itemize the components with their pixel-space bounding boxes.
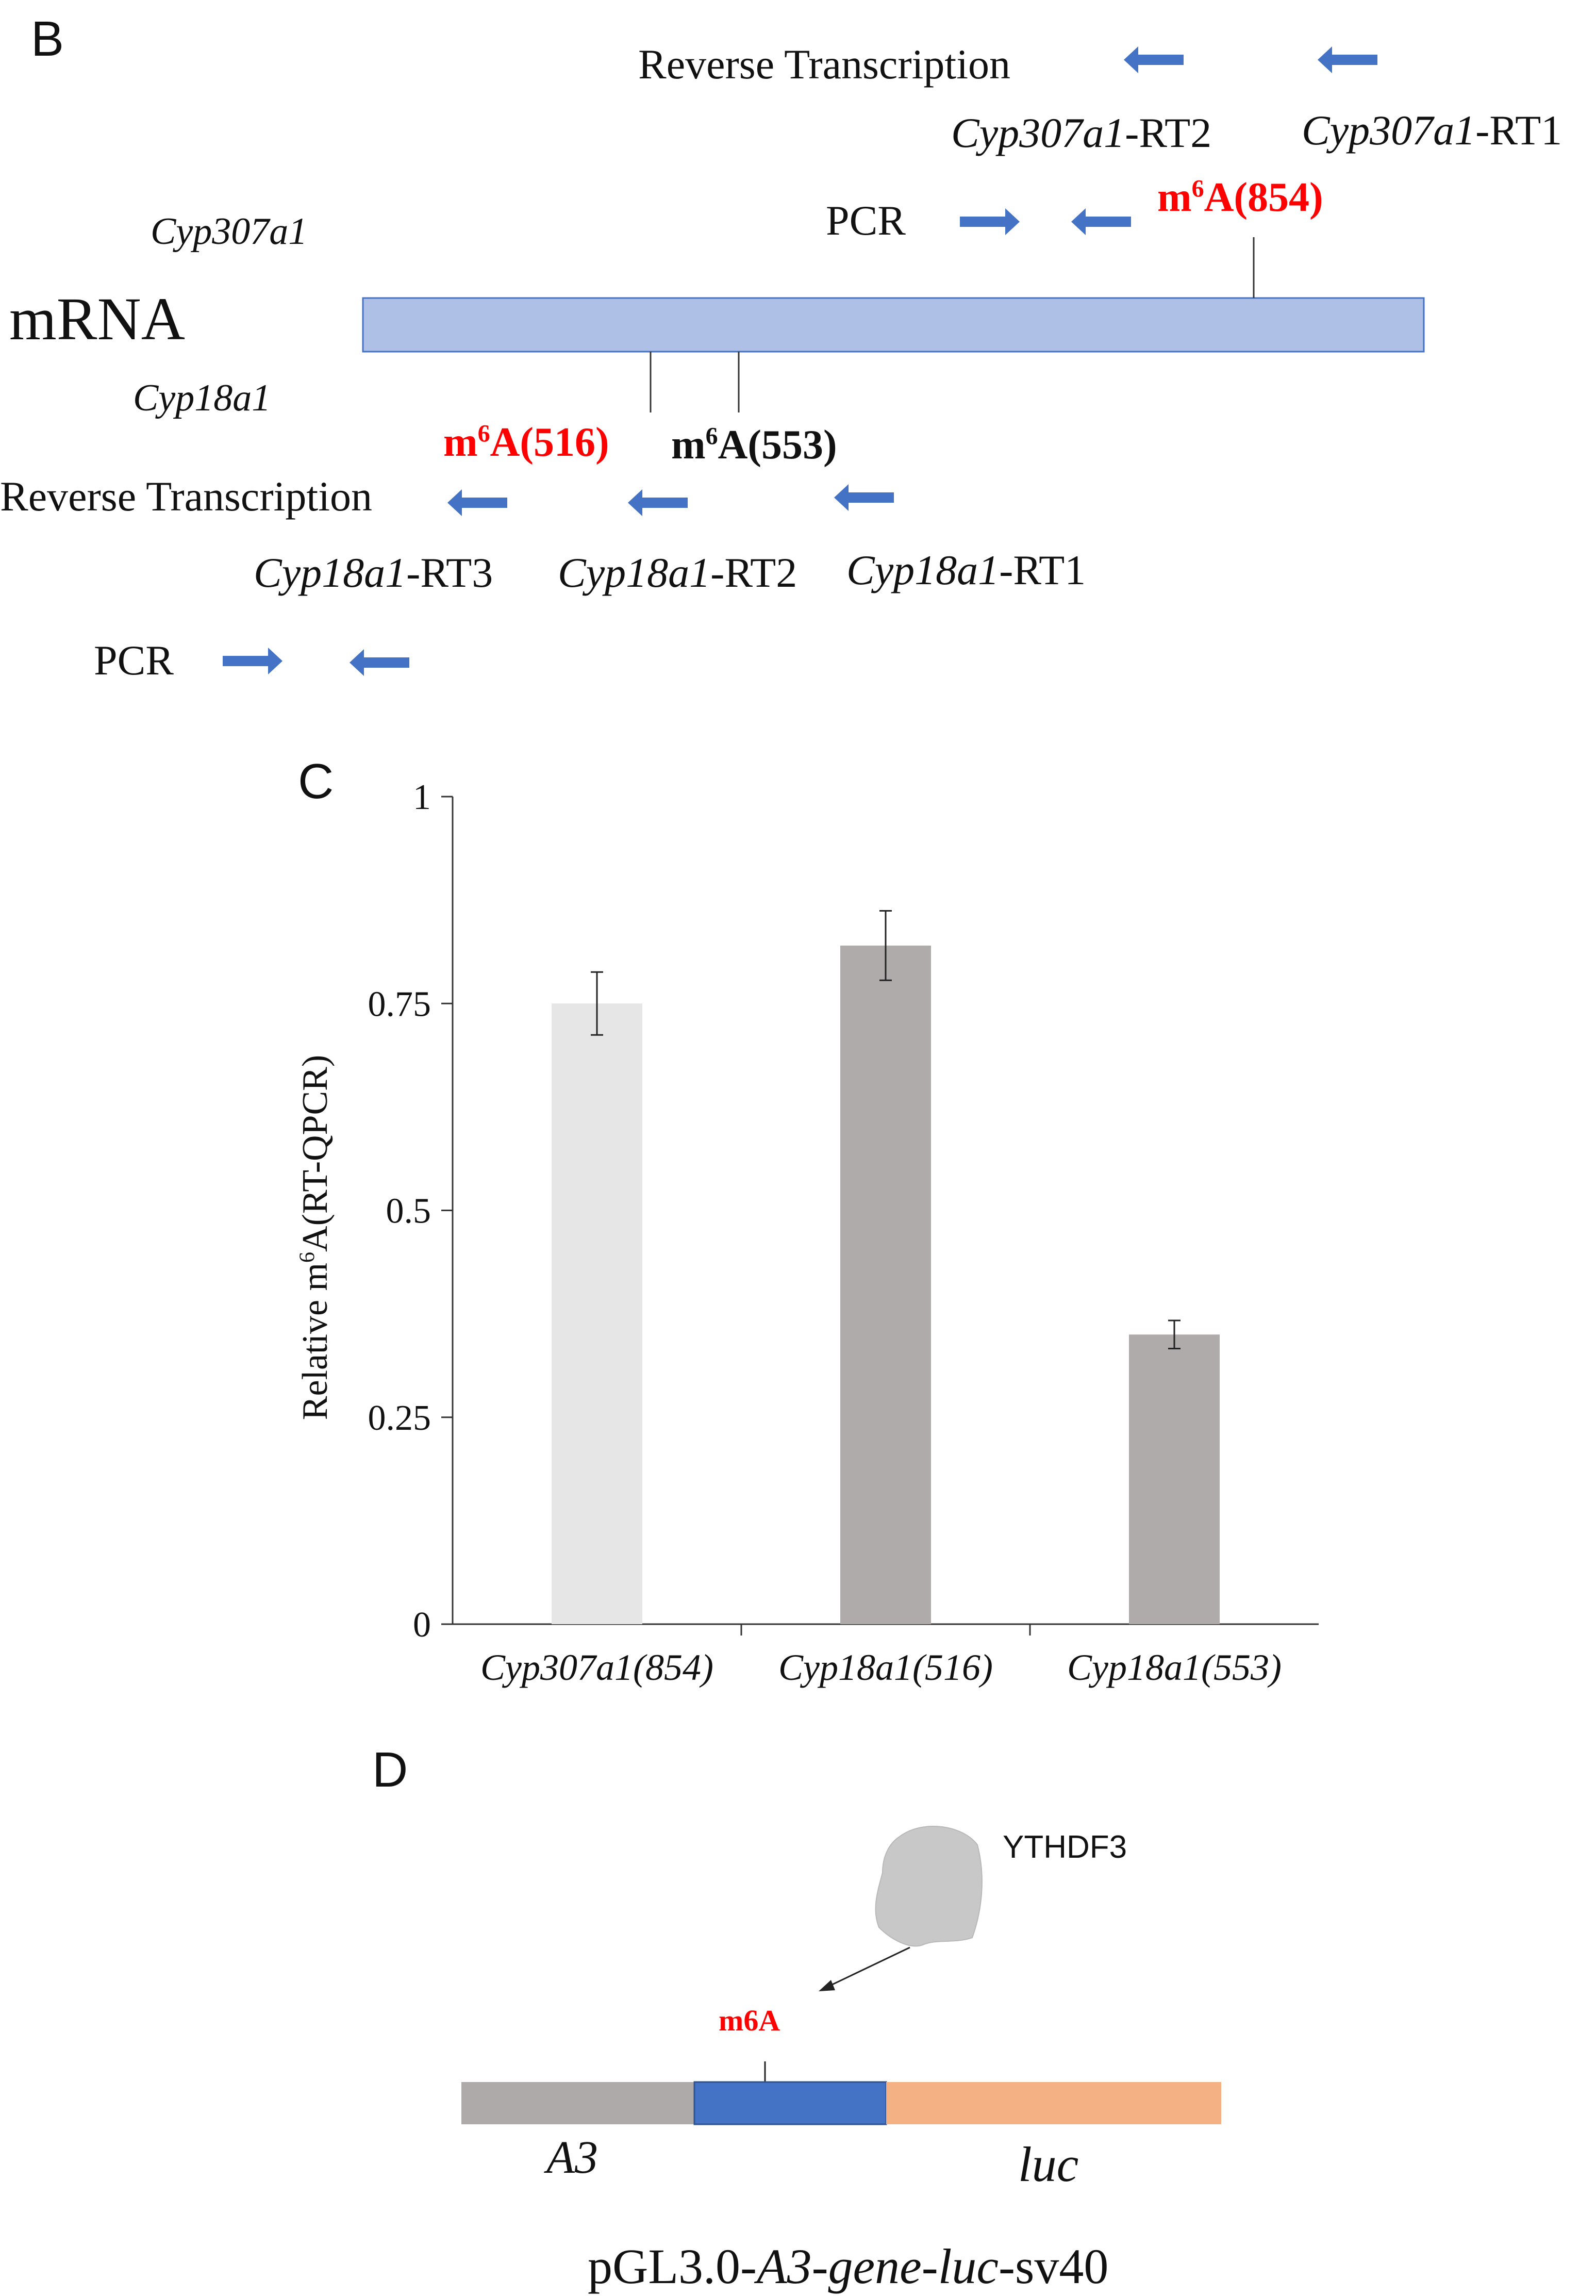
cyp18a1-rt2-suffix: -RT2 [710,549,797,596]
y-tick-label: 0.5 [386,1192,431,1231]
category-label-3: Cyp18a1(553) [1067,1647,1282,1688]
mrna-label: mRNA [9,285,185,353]
a3-label: A3 [546,2132,598,2183]
cyp307a1-rt2-gene: Cyp307a1 [951,109,1125,156]
y-tick-label: 0 [413,1605,431,1645]
cyp307a1-rt2-suffix: -RT2 [1125,109,1212,156]
cyp18a1-rt3-suffix: -RT3 [406,549,493,596]
y-tick-label: 0.75 [368,984,431,1024]
m6a-553-sup: 6 [705,422,718,450]
m6a-854-m: m [1157,175,1192,220]
bar-chart: 0 0.25 0.5 0.75 1 Cyp307a1(854) Cyp18a1(516) Cy… [368,778,1319,1688]
cyp18a1-rt3-gene: Cyp18a1 [254,549,407,596]
cyp18a1-rt2-label: Cyp18a1-RT2 [558,552,797,594]
m6a-854-label: m6A(854) [1157,175,1323,220]
panel-d-letter: D [372,1742,408,1797]
category-label-1: Cyp307a1(854) [480,1647,713,1688]
bar-1 [552,1003,642,1624]
y-tick-label: 1 [413,778,431,817]
construct-pre: pGL3.0- [588,2239,757,2294]
bar-3 [1129,1334,1220,1624]
cyp18a1-rt3-label: Cyp18a1-RT3 [254,552,493,594]
bar-2 [840,945,931,1624]
rt-label-top: Reverse Transcription [638,41,1010,88]
panel-b-letter: B [31,11,64,67]
pcr-label-bottom: PCR [94,637,174,684]
cyp307a1-rt1-suffix: -RT1 [1475,107,1562,154]
cyp307a1-rt1-label: Cyp307a1-RT1 [1302,109,1562,152]
m6a-553-label: m6A(553) [671,424,837,466]
cyp18a1-rt1-gene: Cyp18a1 [846,547,1000,593]
category-label-2: Cyp18a1(516) [778,1647,993,1688]
mrna-bar [362,297,1425,353]
binding-arrow-line [828,1946,910,1987]
m6a-553-m: m [671,422,706,468]
y-tick-label: 0.25 [368,1398,431,1438]
m6a-854-sup: 6 [1191,175,1204,203]
luc-segment [886,2082,1221,2124]
panel-c-letter: C [298,754,334,809]
m6a-site-label: m6A [719,2004,780,2037]
m6a-516-m: m [443,420,478,465]
cyp18a1-rt1-label: Cyp18a1-RT1 [846,549,1086,591]
pcr-label-top: PCR [826,197,906,244]
m6a-516-rest: A(516) [490,420,609,465]
m6a-516-sup: 6 [477,420,490,448]
cyp18a1-gene-label: Cyp18a1 [133,377,271,419]
cyp18a1-rt2-gene: Cyp18a1 [558,549,711,596]
ythdf3-label: YTHDF3 [1003,1829,1127,1865]
luc-label: luc [1018,2137,1079,2192]
construct-italic: A3-gene-luc [756,2239,999,2294]
m6a-553-rest: A(553) [718,422,837,468]
construct-post: -sv40 [999,2239,1109,2294]
binding-arrow-head-icon [819,1980,835,1991]
ythdf3-protein-icon [875,1826,983,1947]
gene-segment [693,2081,887,2125]
cyp307a1-rt2-label: Cyp307a1-RT2 [951,112,1211,154]
rt-label-bottom: Reverse Transcription [0,473,372,520]
m6a-516-label: m6A(516) [443,420,609,465]
cyp18a1-rt1-suffix: -RT1 [999,547,1086,593]
construct-label: pGL3.0-A3-gene-luc-sv40 [588,2242,1108,2291]
panel-b-graphics [223,46,1425,676]
a3-segment [461,2082,694,2124]
cyp307a1-gene-label: Cyp307a1 [151,210,308,253]
cyp307a1-rt1-gene: Cyp307a1 [1302,107,1476,154]
m6a-854-rest: A(854) [1204,175,1323,220]
